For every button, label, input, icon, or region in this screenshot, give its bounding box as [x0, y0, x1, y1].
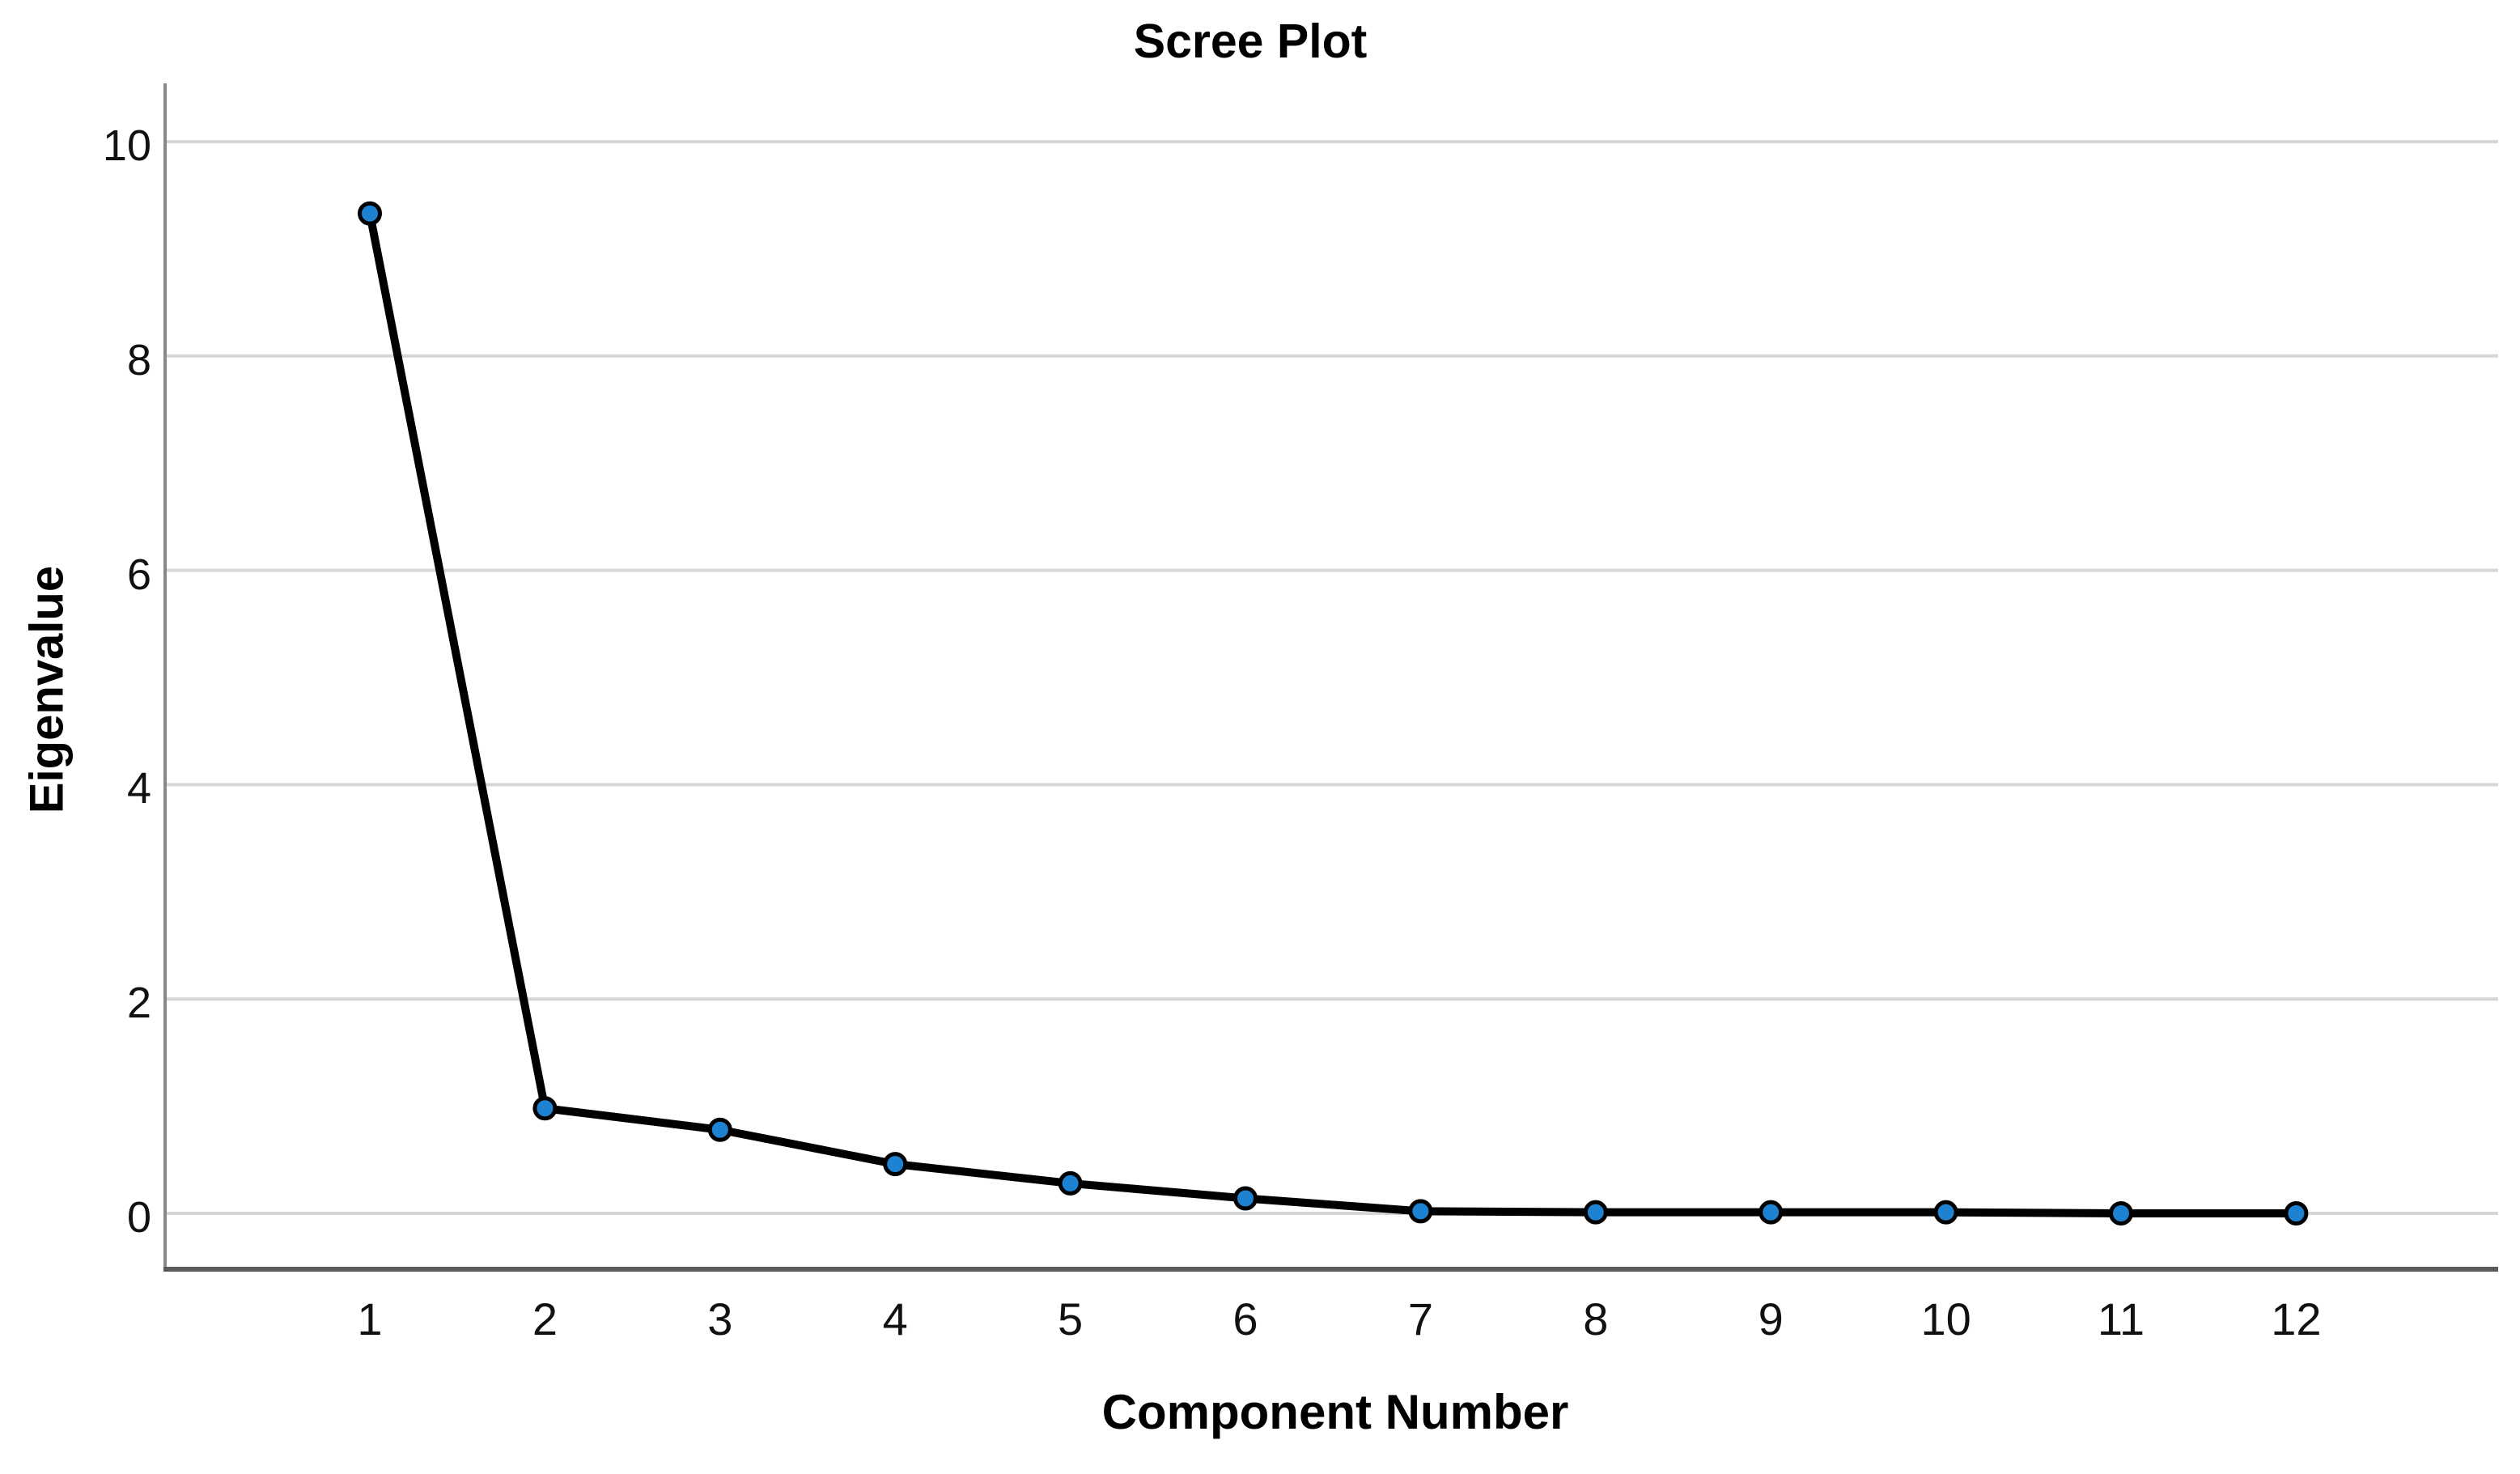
data-point-11 [2109, 1201, 2133, 1226]
x-tick-label-1: 1 [357, 1293, 383, 1344]
x-tick-label-6: 6 [1232, 1293, 1258, 1344]
y-tick-label-2: 2 [126, 979, 151, 1028]
data-point-7 [1408, 1199, 1433, 1224]
y-tick-label-0: 0 [126, 1193, 151, 1242]
x-tick-label-5: 5 [1058, 1293, 1084, 1344]
x-tick-label-11: 11 [2097, 1293, 2145, 1344]
eigenvalue-line [366, 209, 2301, 1217]
data-point-3 [707, 1117, 732, 1142]
data-point-5 [1058, 1170, 1083, 1196]
x-tick-label-10: 10 [1920, 1293, 1971, 1344]
chart-title: Scree Plot [1133, 15, 1368, 68]
y-tick-label-6: 6 [126, 550, 151, 599]
y-tick-label-8: 8 [126, 335, 151, 384]
x-tick-label-3: 3 [707, 1293, 733, 1344]
y-tick-label-10: 10 [102, 121, 151, 170]
data-point-6 [1233, 1186, 1258, 1211]
data-point-1 [358, 201, 382, 226]
data-point-4 [883, 1152, 908, 1177]
x-tick-label-7: 7 [1407, 1293, 1433, 1344]
x-tick-label-8: 8 [1583, 1293, 1609, 1344]
x-tick-label-4: 4 [882, 1293, 908, 1344]
y-tick-label-4: 4 [126, 764, 151, 813]
x-axis-title: Component Number [1101, 1385, 1569, 1439]
x-tick-label-12: 12 [2271, 1293, 2322, 1344]
data-point-2 [532, 1096, 558, 1121]
x-tick-label-2: 2 [532, 1293, 558, 1344]
x-tick-label-9: 9 [1758, 1293, 1784, 1344]
data-point-8 [1583, 1200, 1608, 1225]
data-point-12 [2284, 1201, 2309, 1226]
data-point-9 [1758, 1200, 1784, 1225]
data-point-10 [1933, 1200, 1958, 1225]
